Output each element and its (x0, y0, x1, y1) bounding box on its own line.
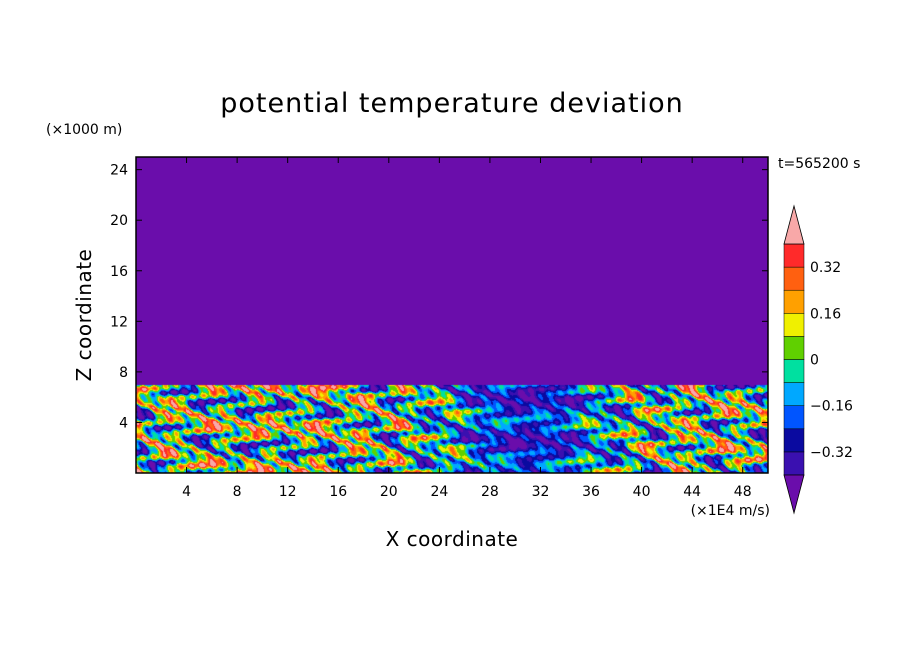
y-tick-label: 20 (110, 213, 128, 229)
colorbar-bin (783, 313, 805, 337)
time-label: t=565200 s (778, 156, 860, 172)
colorbar-bin (783, 266, 805, 291)
x-tick-label: 44 (683, 484, 701, 500)
colorbar-bin (783, 243, 805, 268)
y-unit-label: (×1000 m) (46, 122, 122, 138)
colorbar-tick-label: 0.32 (810, 260, 841, 276)
y-tick-label: 8 (119, 365, 128, 381)
x-tick-label: 8 (233, 484, 242, 500)
x-tick-label: 28 (481, 484, 499, 500)
x-axis: 4 8 12 16 20 24 28 32 36 40 44 48 (182, 157, 752, 500)
x-unit-label: (×1E4 m/s) (691, 503, 770, 519)
colorbar-bin (783, 336, 805, 360)
x-tick-label: 24 (430, 484, 448, 500)
colorbar-bin (783, 382, 805, 406)
x-axis-title: X coordinate (386, 527, 519, 551)
plot-frame (135, 156, 769, 474)
y-axis: 4 8 12 16 20 24 (110, 163, 768, 431)
x-tick-label: 12 (279, 484, 297, 500)
y-tick-label: 12 (110, 314, 128, 330)
y-axis-title: Z coordinate (72, 249, 96, 382)
colorbar-tick-label: 0 (810, 353, 819, 369)
y-tick-label: 4 (119, 415, 128, 431)
x-tick-label: 32 (532, 484, 550, 500)
colorbar-bin (783, 289, 805, 314)
colorbar-max-extension (783, 204, 805, 245)
colorbar-min-extension (783, 474, 805, 515)
colorbar-tick-label: −0.32 (810, 445, 853, 461)
colorbar-tick-label: −0.16 (810, 399, 853, 415)
y-tick-label: 24 (110, 163, 128, 179)
x-tick-label: 16 (329, 484, 347, 500)
y-tick-label: 16 (110, 264, 128, 280)
chart-title: potential temperature deviation (220, 88, 683, 119)
colorbar-bin (783, 359, 805, 383)
x-tick-label: 4 (182, 484, 191, 500)
x-tick-label: 40 (633, 484, 651, 500)
colorbar: 0.32 0.16 0 −0.16 −0.32 (783, 204, 853, 515)
colorbar-bin (783, 428, 805, 453)
colorbar-bin (783, 451, 805, 476)
x-tick-label: 48 (734, 484, 752, 500)
plot-area (135, 156, 769, 474)
colorbar-bin (783, 405, 805, 430)
contour-field (136, 157, 768, 473)
x-tick-label: 36 (582, 484, 600, 500)
x-tick-label: 20 (380, 484, 398, 500)
colorbar-tick-label: 0.16 (810, 306, 841, 322)
